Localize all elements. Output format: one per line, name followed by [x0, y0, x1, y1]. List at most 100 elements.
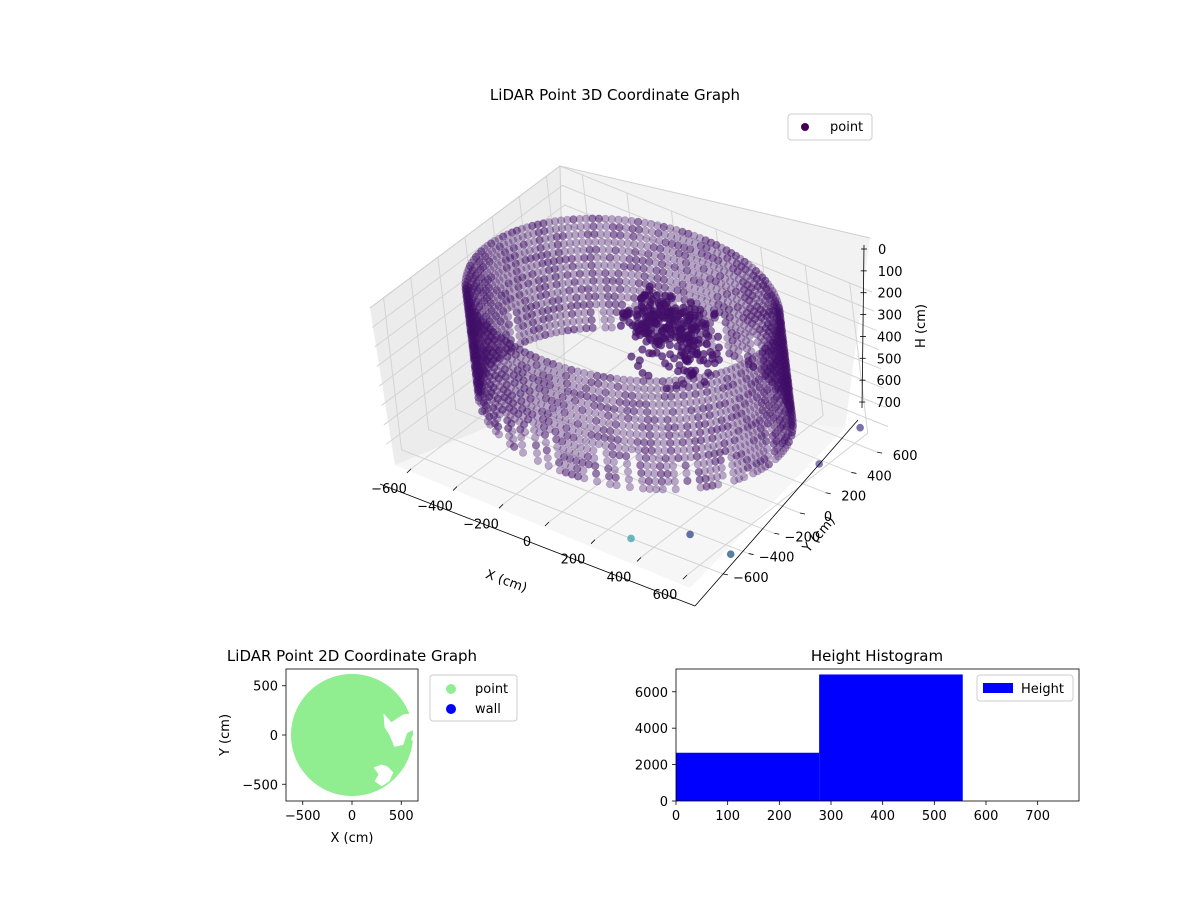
point-3d: [664, 423, 673, 432]
grid-x-line: [640, 264, 824, 558]
point-3d: [699, 459, 708, 468]
point-3d: [581, 316, 590, 325]
point-3d: [745, 438, 754, 447]
point-3d: [654, 392, 663, 401]
point-3d: [530, 237, 539, 246]
point-3d: [666, 232, 676, 241]
grid-y-line: [437, 257, 775, 534]
point-3d: [655, 408, 665, 417]
point-3d: [636, 461, 645, 470]
point-3d: [519, 329, 529, 338]
outlier-point-3d: [726, 550, 735, 559]
point-3d: [656, 415, 666, 425]
point-3d: [729, 272, 739, 281]
point-3d: [719, 391, 729, 400]
point-3d: [731, 443, 740, 453]
point-3d: [744, 324, 753, 333]
point-3d: [541, 330, 550, 340]
point-3d: [646, 438, 655, 448]
point-3d: [697, 293, 706, 302]
x-tick-label-2d: 500: [389, 809, 414, 824]
point-3d: [570, 278, 579, 287]
point-3d: [537, 399, 546, 408]
point-3d: [521, 256, 530, 265]
point-3d: [596, 230, 605, 239]
point-3d: [631, 248, 640, 257]
point-3d: [663, 415, 672, 424]
point-3d: [740, 399, 750, 409]
point-3d: [684, 229, 693, 238]
point-3d: [581, 437, 591, 446]
point-3d: [601, 269, 610, 278]
point-3d: [581, 214, 591, 223]
point-3d: [706, 466, 715, 475]
y-tick-label: −200: [784, 530, 820, 545]
point-3d: [637, 468, 646, 478]
point-3d: [679, 391, 688, 400]
point-3d: [742, 374, 751, 383]
z-tick-label: 700: [876, 396, 901, 411]
point-3d: [553, 443, 562, 452]
point-3d: [714, 440, 724, 449]
x-tick-label-hist: 700: [1025, 809, 1050, 824]
point-3d: [714, 256, 723, 265]
point-3d: [735, 354, 744, 363]
point-3d: [547, 241, 557, 250]
point-3d: [703, 443, 712, 452]
point-3d: [562, 318, 572, 327]
point-3d: [554, 362, 564, 371]
point-3d: [582, 277, 592, 286]
x-tick-label: −400: [417, 500, 453, 515]
point-3d: [610, 465, 619, 474]
point-3d: [517, 397, 526, 406]
point-3d: [740, 440, 750, 449]
point-3d: [574, 375, 583, 384]
x-tick-label-hist: 0: [672, 809, 680, 824]
point-3d: [525, 246, 534, 255]
point-3d: [696, 286, 705, 295]
y-tick-label-hist: 0: [660, 795, 668, 810]
point-3d: [614, 215, 623, 224]
point-3d: [652, 485, 661, 494]
point-3d: [483, 337, 493, 346]
point-3d: [696, 381, 705, 390]
point-3d: [525, 287, 534, 296]
point-3d: [480, 278, 490, 287]
x-axis-line: [379, 483, 696, 607]
point-3d: [567, 365, 576, 375]
point-3d: [679, 445, 688, 455]
point-3d: [516, 298, 525, 307]
point-3d: [652, 377, 661, 386]
point-3d: [732, 295, 741, 304]
point-3d: [527, 262, 536, 271]
point-3d: [509, 435, 518, 444]
point-3d: [716, 408, 725, 417]
point-3d: [748, 327, 758, 336]
point-3d: [692, 452, 702, 461]
point-3d: [499, 232, 508, 241]
point-3d: [622, 459, 632, 469]
point-3d: [583, 452, 593, 461]
point-3d: [723, 297, 733, 306]
point-3d: [653, 438, 662, 448]
point-3d: [759, 447, 768, 456]
point-3d: [517, 433, 526, 442]
point-3d: [705, 411, 714, 420]
point-3d: [756, 333, 765, 342]
point-3d: [544, 461, 553, 470]
point-3d: [713, 332, 723, 341]
point-3d: [535, 332, 545, 341]
point-3d: [661, 400, 670, 409]
title-2d: LiDAR Point 2D Coordinate Graph: [227, 647, 477, 665]
point-3d: [730, 396, 739, 405]
point-3d: [543, 453, 552, 463]
point-3d: [711, 457, 720, 466]
point-3d: [703, 395, 713, 404]
point-3d: [475, 302, 484, 311]
point-3d: [687, 260, 697, 269]
point-3d: [665, 431, 674, 440]
point-3d: [499, 357, 509, 366]
point-3d: [589, 276, 598, 286]
point-3d: [524, 327, 534, 337]
point-3d: [739, 465, 748, 474]
